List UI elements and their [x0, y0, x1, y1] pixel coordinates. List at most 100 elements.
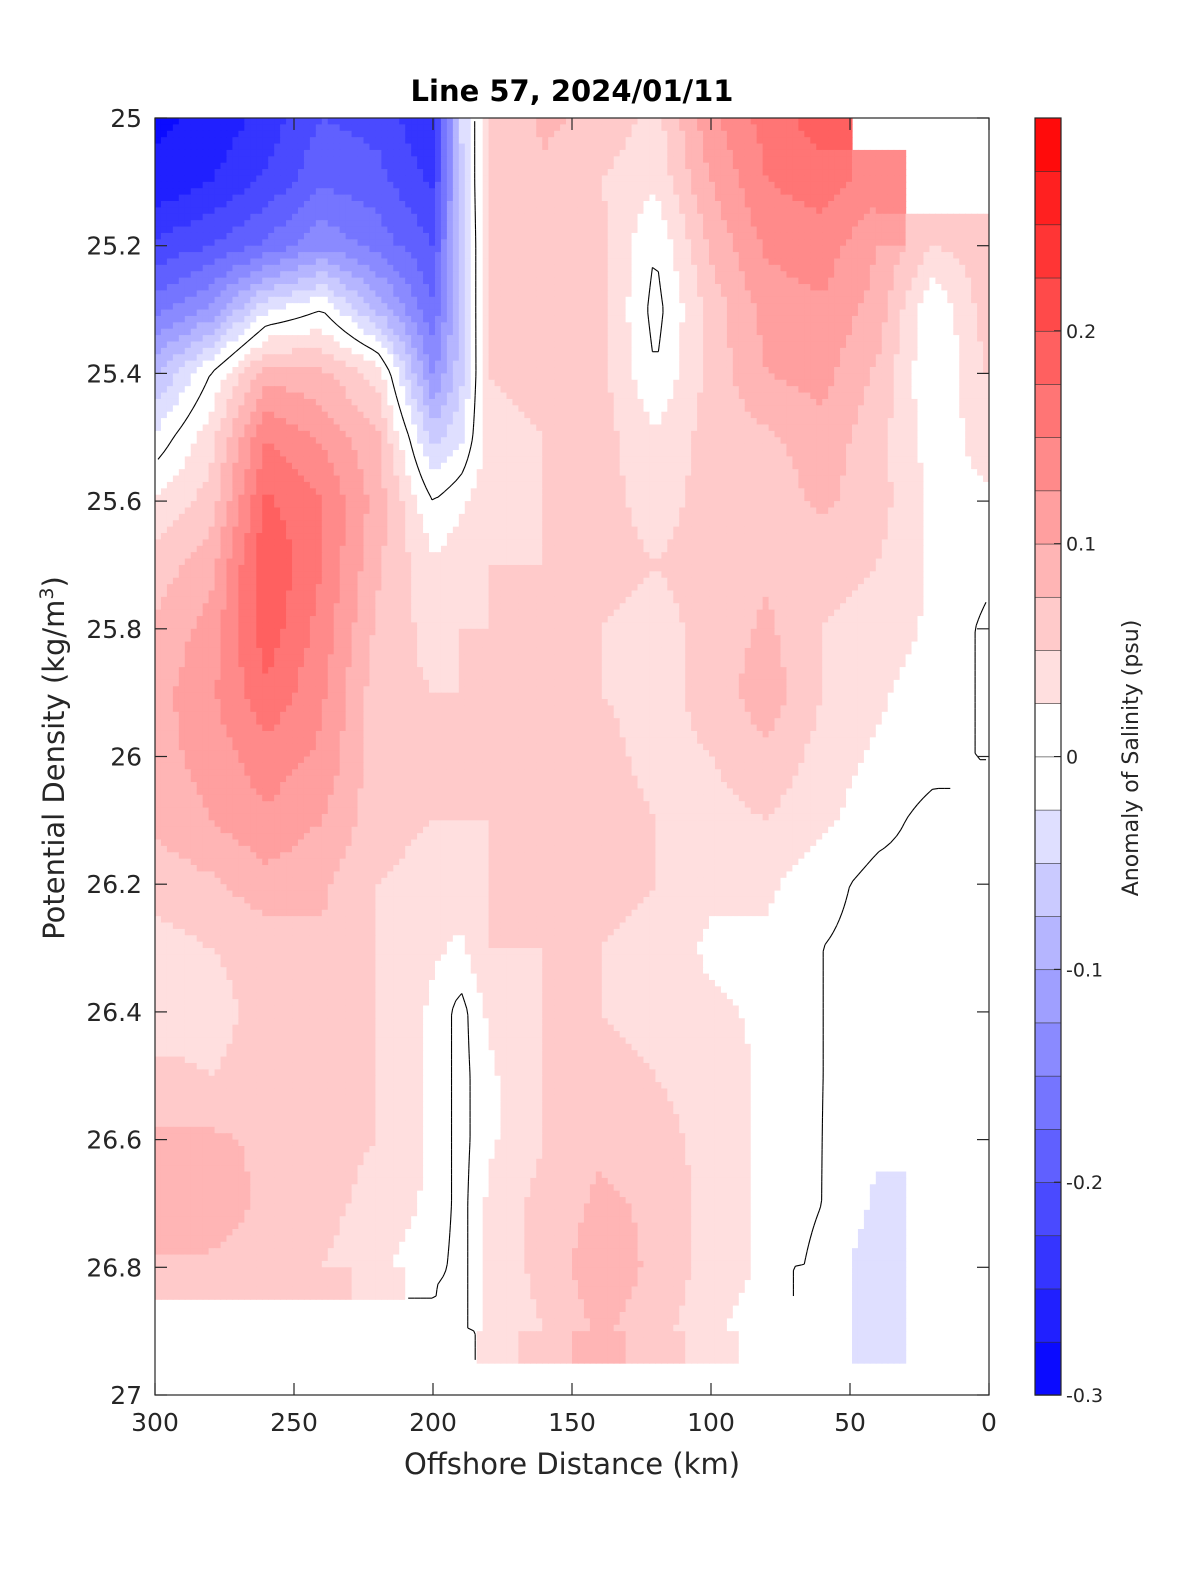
- field-cell: [303, 194, 311, 202]
- field-cell: [452, 188, 460, 196]
- field-cell: [881, 335, 889, 343]
- field-cell: [756, 284, 764, 291]
- field-cell: [458, 137, 466, 145]
- field-cell: [303, 239, 311, 247]
- field-cell: [178, 130, 186, 138]
- field-cell: [452, 175, 460, 183]
- field-cell: [476, 149, 484, 157]
- field-cell: [631, 290, 639, 298]
- field-cell: [202, 175, 210, 183]
- field-cell: [262, 271, 269, 279]
- field-cell: [875, 245, 883, 253]
- field-cell: [673, 303, 680, 311]
- field-cell: [458, 341, 466, 349]
- field-cell: [887, 194, 895, 202]
- field-cell: [476, 118, 484, 125]
- field-cell: [971, 335, 978, 343]
- field-cell: [256, 213, 263, 221]
- field-cell: [899, 245, 907, 253]
- field-cell: [524, 252, 531, 260]
- field-cell: [524, 169, 531, 177]
- field-cell: [393, 335, 400, 343]
- field-cell: [536, 175, 543, 183]
- field-cell: [411, 245, 418, 253]
- field-cell: [679, 213, 686, 221]
- field-cell: [774, 296, 782, 304]
- field-cell: [166, 169, 174, 177]
- field-cell: [178, 220, 186, 228]
- field-cell: [673, 220, 680, 228]
- field-cell: [595, 162, 603, 170]
- field-cell: [959, 309, 966, 317]
- field-cell: [977, 315, 984, 323]
- field-cell: [303, 124, 311, 132]
- field-cell: [524, 245, 531, 253]
- field-cell: [780, 143, 788, 151]
- field-cell: [542, 188, 549, 196]
- field-cell: [309, 201, 317, 208]
- field-cell: [846, 130, 853, 138]
- field-cell: [190, 239, 198, 247]
- field-cell: [732, 137, 740, 145]
- field-cell: [160, 245, 168, 253]
- field-cell: [679, 232, 686, 240]
- field-cell: [613, 169, 621, 177]
- field-cell: [798, 175, 805, 183]
- field-cell: [303, 201, 311, 208]
- field-cell: [673, 175, 680, 183]
- field-cell: [661, 156, 668, 164]
- field-cell: [381, 124, 388, 132]
- field-cell: [303, 143, 311, 151]
- field-cell: [685, 162, 692, 170]
- field-cell: [375, 284, 382, 291]
- field-cell: [762, 124, 770, 132]
- field-cell: [297, 137, 305, 145]
- field-cell: [589, 341, 597, 349]
- field-cell: [405, 354, 412, 362]
- field-cell: [774, 315, 782, 323]
- field-cell: [703, 264, 710, 272]
- field-cell: [381, 252, 388, 260]
- field-cell: [655, 124, 662, 132]
- field-cell: [262, 315, 269, 323]
- field-cell: [583, 232, 591, 240]
- field-cell: [625, 156, 633, 164]
- field-cell: [417, 315, 424, 323]
- field-cell: [542, 296, 549, 304]
- field-cell: [554, 309, 561, 317]
- anomaly-field: [155, 118, 989, 1364]
- field-cell: [673, 226, 680, 234]
- field-cell: [768, 271, 776, 279]
- field-cell: [637, 328, 645, 336]
- field-cell: [613, 315, 621, 323]
- field-cell: [363, 162, 371, 170]
- field-cell: [286, 181, 293, 189]
- field-cell: [548, 220, 555, 228]
- field-cell: [905, 296, 913, 304]
- field-cell: [583, 335, 591, 343]
- field-cell: [863, 335, 871, 343]
- field-cell: [863, 290, 871, 298]
- field-cell: [792, 213, 799, 221]
- field-cell: [369, 232, 377, 240]
- field-cell: [732, 143, 740, 151]
- field-cell: [286, 296, 293, 304]
- field-cell: [250, 143, 257, 151]
- field-cell: [381, 149, 388, 157]
- field-cell: [286, 201, 293, 208]
- field-cell: [655, 175, 662, 183]
- field-cell: [196, 169, 204, 177]
- field-cell: [238, 271, 245, 279]
- field-cell: [863, 341, 871, 349]
- field-cell: [262, 118, 269, 125]
- field-cell: [238, 347, 245, 355]
- field-cell: [268, 175, 275, 183]
- field-cell: [828, 213, 835, 221]
- field-cell: [363, 296, 371, 304]
- field-cell: [357, 207, 365, 215]
- field-cell: [816, 137, 823, 145]
- field-cell: [554, 156, 561, 164]
- field-cell: [375, 354, 382, 362]
- field-cell: [577, 245, 585, 253]
- field-cell: [351, 322, 359, 330]
